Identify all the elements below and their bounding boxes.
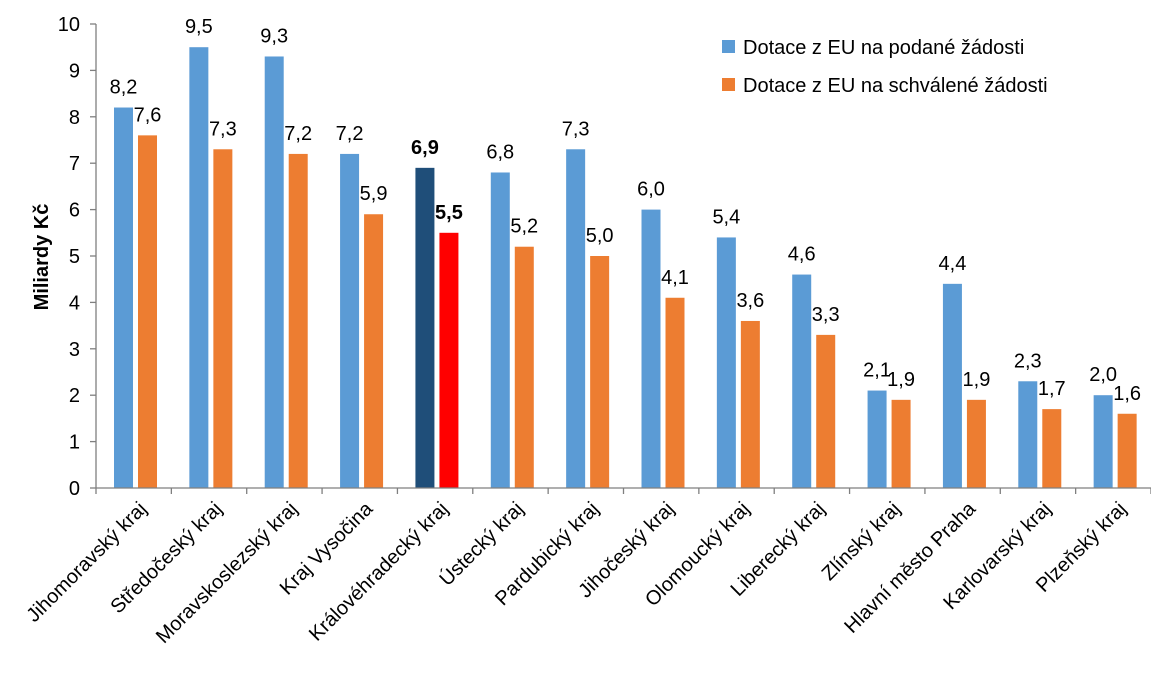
y-tick-label: 7 bbox=[69, 153, 80, 175]
data-label: 5,0 bbox=[586, 225, 614, 247]
data-label: 8,2 bbox=[110, 77, 138, 99]
bar bbox=[439, 232, 459, 488]
data-label: 2,3 bbox=[1014, 350, 1042, 372]
data-label: 2,0 bbox=[1089, 364, 1117, 386]
bar bbox=[792, 274, 812, 488]
x-tick-label: Královéhradecký kraj bbox=[305, 498, 453, 646]
data-label: 5,5 bbox=[435, 202, 463, 224]
y-tick-label: 5 bbox=[69, 246, 80, 268]
bar bbox=[415, 167, 435, 488]
data-label: 5,2 bbox=[510, 216, 538, 238]
bar bbox=[340, 153, 360, 489]
bar bbox=[490, 172, 510, 489]
y-tick-label: 1 bbox=[69, 432, 80, 454]
legend-swatch bbox=[722, 40, 735, 53]
data-label: 9,5 bbox=[185, 16, 213, 38]
bars bbox=[114, 47, 1137, 489]
bar bbox=[364, 214, 384, 489]
data-label: 6,9 bbox=[411, 137, 439, 159]
bar bbox=[942, 283, 962, 488]
y-axis-ticks: 0 1 2 3 4 5 6 7 8 9 10 bbox=[58, 14, 96, 500]
y-tick-label: 10 bbox=[58, 14, 80, 36]
data-label: 7,3 bbox=[562, 118, 590, 140]
data-label: 7,2 bbox=[336, 123, 364, 145]
data-label: 7,6 bbox=[134, 104, 162, 126]
legend: Dotace z EU na podané žádosti Dotace z EU… bbox=[722, 37, 1048, 97]
legend-swatch bbox=[722, 78, 735, 91]
data-label: 4,6 bbox=[788, 244, 816, 266]
y-tick-label: 8 bbox=[69, 107, 80, 129]
y-tick-label: 2 bbox=[69, 385, 80, 407]
y-axis-label: Miliardy Kč bbox=[31, 204, 53, 311]
y-tick-label: 6 bbox=[69, 200, 80, 222]
y-tick-label: 4 bbox=[69, 292, 80, 314]
data-label: 1,7 bbox=[1038, 378, 1066, 400]
bar bbox=[288, 153, 308, 489]
bar bbox=[966, 399, 986, 488]
bar bbox=[514, 246, 534, 488]
bar bbox=[1093, 395, 1113, 488]
bar bbox=[740, 320, 760, 488]
y-tick-label: 0 bbox=[69, 478, 80, 500]
bar bbox=[189, 47, 209, 488]
bar bbox=[1018, 381, 1038, 488]
data-label: 7,2 bbox=[284, 123, 312, 145]
bar bbox=[1042, 409, 1062, 488]
legend-label: Dotace z EU na schválené žádosti bbox=[743, 75, 1048, 97]
y-tick-label: 9 bbox=[69, 60, 80, 82]
data-label: 3,6 bbox=[736, 290, 764, 312]
data-labels: 8,2 9,5 9,3 7,2 6,9 6,8 7,3 6,0 5,4 4,6 2,1 4,4 2,3 2… bbox=[110, 16, 1141, 405]
data-label: 6,0 bbox=[637, 179, 665, 201]
data-label: 5,4 bbox=[712, 206, 740, 228]
bar bbox=[891, 399, 911, 488]
bar bbox=[665, 297, 685, 488]
data-label: 1,6 bbox=[1113, 383, 1141, 405]
legend-label: Dotace z EU na podané žádosti bbox=[743, 37, 1024, 59]
bar bbox=[641, 209, 661, 488]
data-label: 4,1 bbox=[661, 267, 689, 289]
bar bbox=[590, 256, 610, 488]
axes bbox=[95, 24, 1151, 494]
bar bbox=[566, 149, 586, 488]
bar bbox=[138, 135, 157, 489]
x-tick-label: Moravskoslezský kraj bbox=[152, 498, 302, 648]
data-label: 2,1 bbox=[863, 360, 891, 382]
bar bbox=[264, 56, 284, 488]
bar bbox=[716, 237, 736, 488]
y-tick-label: 3 bbox=[69, 339, 80, 361]
data-label: 1,9 bbox=[963, 369, 991, 391]
bar bbox=[213, 149, 233, 488]
bar bbox=[1117, 413, 1137, 488]
data-label: 4,4 bbox=[939, 253, 967, 275]
data-label: 6,8 bbox=[486, 141, 514, 163]
data-label: 7,3 bbox=[209, 118, 237, 140]
data-label: 5,9 bbox=[360, 183, 388, 205]
data-label: 9,3 bbox=[260, 25, 288, 47]
x-tick-label: Hlavní město Praha bbox=[840, 497, 980, 637]
data-label: 1,9 bbox=[887, 369, 915, 391]
data-label: 3,3 bbox=[812, 304, 840, 326]
bar bbox=[867, 390, 887, 488]
bar bbox=[114, 107, 133, 489]
bar bbox=[816, 334, 836, 488]
